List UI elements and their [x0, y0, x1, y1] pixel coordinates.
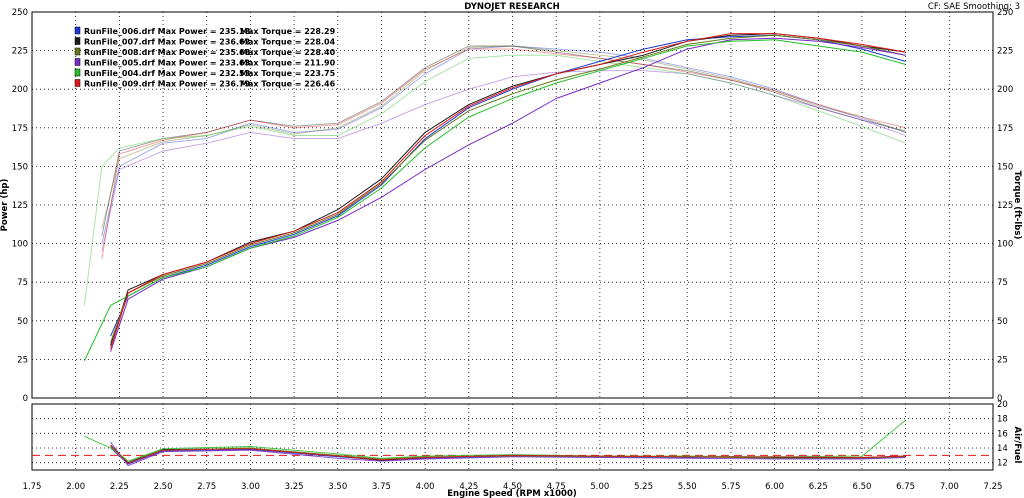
x-tick-label: 6.00: [765, 482, 784, 492]
torque-series-line: [83, 54, 906, 306]
power-axis-label: Power (hp): [0, 179, 10, 232]
x-tick-label: 6.25: [809, 482, 828, 492]
x-tick-label: 5.75: [721, 482, 740, 492]
power-series-line: [110, 34, 906, 343]
legend-torque: Max Torque = 211.90: [240, 59, 336, 68]
air-fuel-tick-label: 14: [997, 444, 1008, 454]
torque-tick-label: 75: [997, 278, 1008, 288]
power-tick-label: 225: [12, 47, 28, 57]
legend-swatch: [74, 68, 81, 77]
x-tick-label: 2.00: [66, 482, 85, 492]
air-fuel-tick-label: 20: [997, 400, 1008, 410]
torque-series-line: [101, 45, 906, 244]
power-tick-label: 150: [12, 162, 28, 172]
x-axis-label: Engine Speed (RPM x1000): [447, 489, 577, 498]
power-series-line: [83, 39, 906, 362]
torque-tick-label: 250: [997, 8, 1013, 18]
legend-run-power: RunFile_005.drf Max Power = 233.63: [84, 59, 250, 68]
torque-tick-label: 200: [997, 85, 1013, 95]
x-tick-label: 3.25: [285, 482, 304, 492]
x-tick-label: 4.00: [416, 482, 435, 492]
x-tick-label: 6.50: [852, 482, 871, 492]
legend-swatch: [74, 47, 81, 56]
x-tick-label: 3.50: [328, 482, 347, 492]
legend-run-power: RunFile_004.drf Max Power = 232.53: [84, 69, 250, 78]
power-tick-label: 25: [17, 355, 28, 365]
torque-tick-label: 50: [997, 317, 1008, 327]
chart-title: DYNOJET RESEARCH: [464, 2, 559, 12]
power-tick-label: 175: [12, 124, 28, 134]
torque-series-line: [101, 45, 906, 236]
legend-swatch: [74, 79, 81, 87]
torque-tick-label: 150: [997, 162, 1013, 172]
torque-tick-label: 25: [997, 355, 1008, 365]
legend-run-power: RunFile_007.drf Max Power = 236.62: [84, 38, 250, 47]
power-tick-label: 250: [12, 8, 28, 18]
x-tick-label: 2.25: [110, 482, 129, 492]
x-tick-label: 1.75: [23, 482, 42, 492]
cf-smoothing-info: CF: SAE Smoothing: 3: [928, 2, 1020, 12]
legend-swatch: [74, 37, 81, 45]
legend-torque: Max Torque = 226.46: [240, 80, 336, 89]
torque-tick-label: 0: [997, 394, 1002, 404]
legend-run-power: RunFile_006.drf Max Power = 235.18: [84, 27, 251, 36]
x-tick-label: 4.25: [459, 482, 478, 492]
x-tick-label: 2.75: [197, 482, 216, 492]
power-tick-label: 200: [12, 85, 28, 95]
torque-tick-label: 100: [997, 240, 1013, 250]
legend-torque: Max Torque = 223.75: [240, 69, 336, 78]
legend-torque: Max Torque = 228.29: [240, 27, 336, 36]
legend-swatch: [74, 58, 81, 66]
torque-series-line: [101, 70, 906, 252]
x-tick-label: 3.00: [241, 482, 260, 492]
torque-series-line: [101, 48, 906, 260]
power-tick-label: 100: [12, 240, 28, 250]
legend-torque: Max Torque = 228.04: [240, 38, 336, 47]
x-tick-label: 5.50: [678, 482, 697, 492]
air-fuel-panel: 1.75 2.00 2.25 2.50 2.75 3.00 3.25 3.50 3.75 4.00…: [23, 400, 1008, 492]
legend-swatch: [74, 26, 81, 35]
power-series-line: [110, 33, 906, 349]
air-fuel-tick-label: 16: [997, 429, 1008, 439]
x-tick-label: 3.75: [372, 482, 391, 492]
x-tick-label: 4.50: [503, 482, 522, 492]
air-fuel-tick-label: 12: [997, 459, 1008, 469]
torque-tick-label: 125: [997, 201, 1013, 211]
torque-series-line: [101, 45, 906, 229]
x-tick-label: 7.00: [940, 482, 959, 492]
x-tick-label: 6.75: [896, 482, 915, 492]
air-fuel-axis-label: Air/Fuel: [1012, 427, 1022, 464]
x-tick-label: 2.50: [154, 482, 173, 492]
power-torque-panel: 0 0 25 25 50 50 75 75 100 100 125 125 150 150 175 175 20…: [12, 8, 1013, 404]
power-tick-label: 50: [17, 317, 28, 327]
x-tick-label: 7.25: [984, 482, 1003, 492]
air-fuel-series-line: [110, 441, 906, 467]
x-tick-label: 4.75: [547, 482, 566, 492]
air-fuel-series-line: [110, 445, 906, 464]
air-fuel-tick-label: 18: [997, 415, 1008, 425]
torque-tick-label: 225: [997, 47, 1013, 57]
legend-run-power: RunFile_009.drf Max Power = 236.79: [84, 80, 251, 89]
x-tick-label: 5.00: [590, 482, 609, 492]
power-tick-label: 0: [23, 394, 28, 404]
torque-tick-label: 175: [997, 124, 1013, 134]
x-tick-label: 5.25: [634, 482, 653, 492]
power-tick-label: 125: [12, 201, 28, 211]
legend-run-power: RunFile_008.drf Max Power = 235.68: [84, 48, 251, 57]
power-tick-label: 75: [17, 278, 28, 288]
legend-torque: Max Torque = 228.40: [240, 48, 336, 57]
torque-axis-label: Torque (ft-lbs): [1012, 171, 1022, 240]
